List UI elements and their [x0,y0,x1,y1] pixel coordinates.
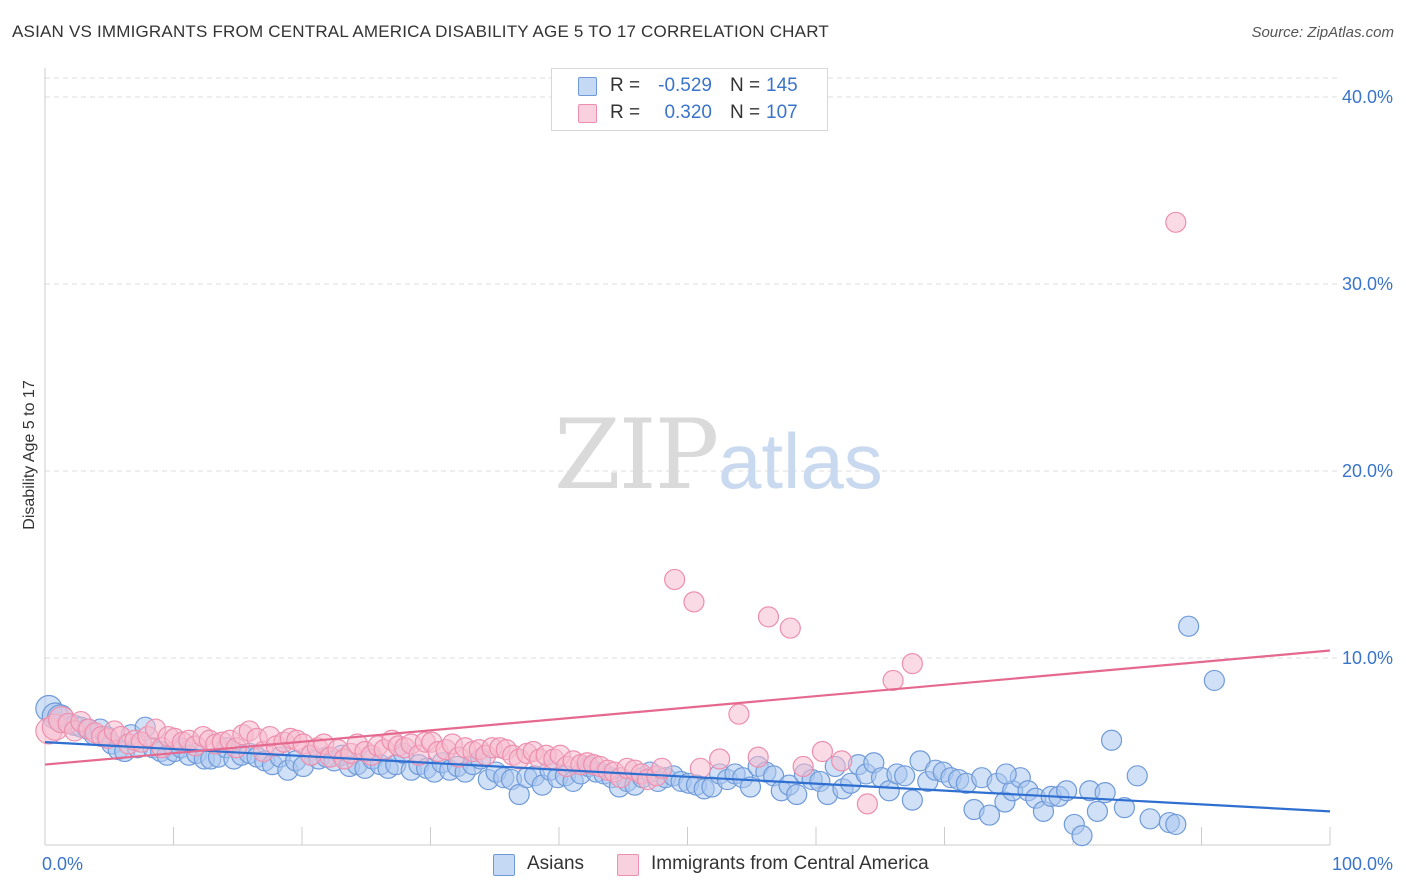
asians-point [1203,669,1225,692]
y-tick-label: 20.0% [1342,461,1393,481]
central-america-point [728,703,750,725]
legend-label-asians: Asians [527,853,585,874]
asians-point [978,804,1001,826]
y-axis-label: Disability Age 5 to 17 [21,380,38,530]
asians-point [1094,782,1116,804]
legend-r-label: R = [610,75,641,96]
central-america-point [757,606,780,628]
central-america-point [811,740,834,763]
asians-point [786,783,808,806]
legend-swatch-blue [578,77,597,96]
watermark-zip: ZIP [554,399,717,511]
central-america-point [792,755,814,778]
asians-point [1055,780,1078,802]
central-america-point [856,793,879,815]
asians-point [894,765,916,787]
watermark: ZIP atlas [554,399,883,511]
central-america-point [1165,211,1187,233]
central-america-point [689,757,711,779]
legend-row-asians: R = -0.529 N = 145 [552,73,827,99]
x-tick-label: 0.0% [42,854,83,874]
tick-labels: 10.0% 20.0% 30.0% 40.0% 0.0% 100.0% [42,87,1393,874]
asians-point [1126,765,1148,787]
central-america-point [651,757,673,779]
asians-point [1071,825,1093,847]
source-label: Source: ZipAtlas.com [1251,24,1394,41]
legend-n-value: 107 [766,102,798,123]
legend-n-value: 145 [766,75,798,96]
central-america-point [901,653,923,675]
series-legend: Asians Immigrants from Central America [0,853,1406,877]
legend-n-label: N = [730,102,761,123]
central-america-point [882,669,904,692]
legend-label-central-america: Immigrants from Central America [651,853,929,874]
asians-point [901,789,923,811]
grid-lines [45,77,1338,659]
asians-point [1100,729,1123,751]
asians-point [1165,813,1187,836]
asians-point [1139,808,1161,830]
legend-r-label: R = [610,102,641,123]
asians-point [1178,615,1200,637]
watermark-atlas: atlas [718,417,883,505]
legend-r-value: -0.529 [658,75,712,96]
legend-row-central-america: R = 0.320 N = 107 [552,100,827,126]
central-america-point [747,746,769,768]
asians-trend-line [44,741,1331,813]
x-tick-label: 100.0% [1332,854,1393,874]
central-america-point [831,750,853,772]
asians-point [739,776,762,798]
central-america-trend-line [44,649,1331,766]
stats-legend: R = -0.529 N = 145 R = 0.320 N = 107 [551,68,828,131]
asians-point [1113,796,1136,819]
asians-point [909,750,931,772]
central-america-point [683,591,705,613]
legend-swatch-pink [578,104,597,123]
y-tick-label: 10.0% [1342,648,1393,668]
chart-title: ASIAN VS IMMIGRANTS FROM CENTRAL AMERICA… [12,22,829,41]
central-america-point [779,617,801,639]
asians-point [995,763,1017,785]
legend-swatch-blue [493,854,515,876]
legend-swatch-pink [617,854,639,876]
legend-r-value: 0.320 [664,102,712,123]
central-america-point [664,568,686,591]
asians-point [1086,800,1109,822]
asians-point [840,772,862,794]
trend-lines [44,649,1331,813]
y-tick-label: 30.0% [1342,274,1393,294]
central-america-point [709,748,731,770]
legend-n-label: N = [730,75,761,96]
y-tick-label: 40.0% [1342,87,1393,107]
